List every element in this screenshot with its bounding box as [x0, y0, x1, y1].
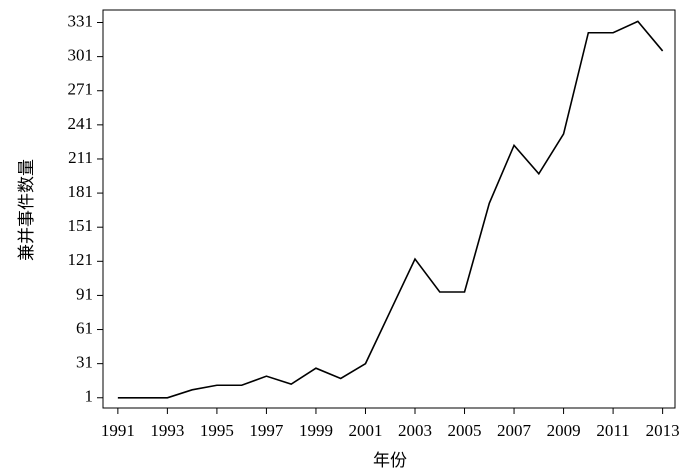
- y-tick-label: 331: [68, 11, 94, 30]
- y-tick-label: 31: [76, 353, 93, 372]
- y-tick-label: 241: [68, 114, 94, 133]
- y-tick-label: 181: [68, 182, 94, 201]
- y-tick-label: 151: [68, 216, 94, 235]
- x-tick-label: 1995: [200, 421, 234, 440]
- x-tick-label: 2013: [646, 421, 680, 440]
- y-tick-label: 91: [76, 284, 93, 303]
- x-tick-label: 1993: [150, 421, 184, 440]
- y-tick-label: 1: [85, 387, 94, 406]
- x-axis-label: 年份: [373, 451, 407, 470]
- x-tick-label: 1999: [299, 421, 333, 440]
- x-tick-label: 2003: [398, 421, 432, 440]
- x-tick-label: 2009: [547, 421, 581, 440]
- x-tick-label: 1997: [249, 421, 284, 440]
- y-tick-label: 271: [68, 80, 94, 99]
- y-tick-label: 121: [68, 250, 94, 269]
- x-tick-label: 2005: [448, 421, 482, 440]
- y-tick-label: 61: [76, 318, 93, 337]
- x-tick-label: 2007: [497, 421, 532, 440]
- x-tick-label: 1991: [101, 421, 135, 440]
- x-tick-label: 2001: [348, 421, 382, 440]
- plot-frame: [102, 9, 676, 409]
- y-axis-label: 兼并事件数量: [17, 159, 36, 261]
- data-line: [117, 20, 664, 399]
- y-tick-label: 301: [68, 46, 94, 65]
- x-tick-label: 2011: [596, 421, 629, 440]
- y-tick-label: 211: [68, 148, 93, 167]
